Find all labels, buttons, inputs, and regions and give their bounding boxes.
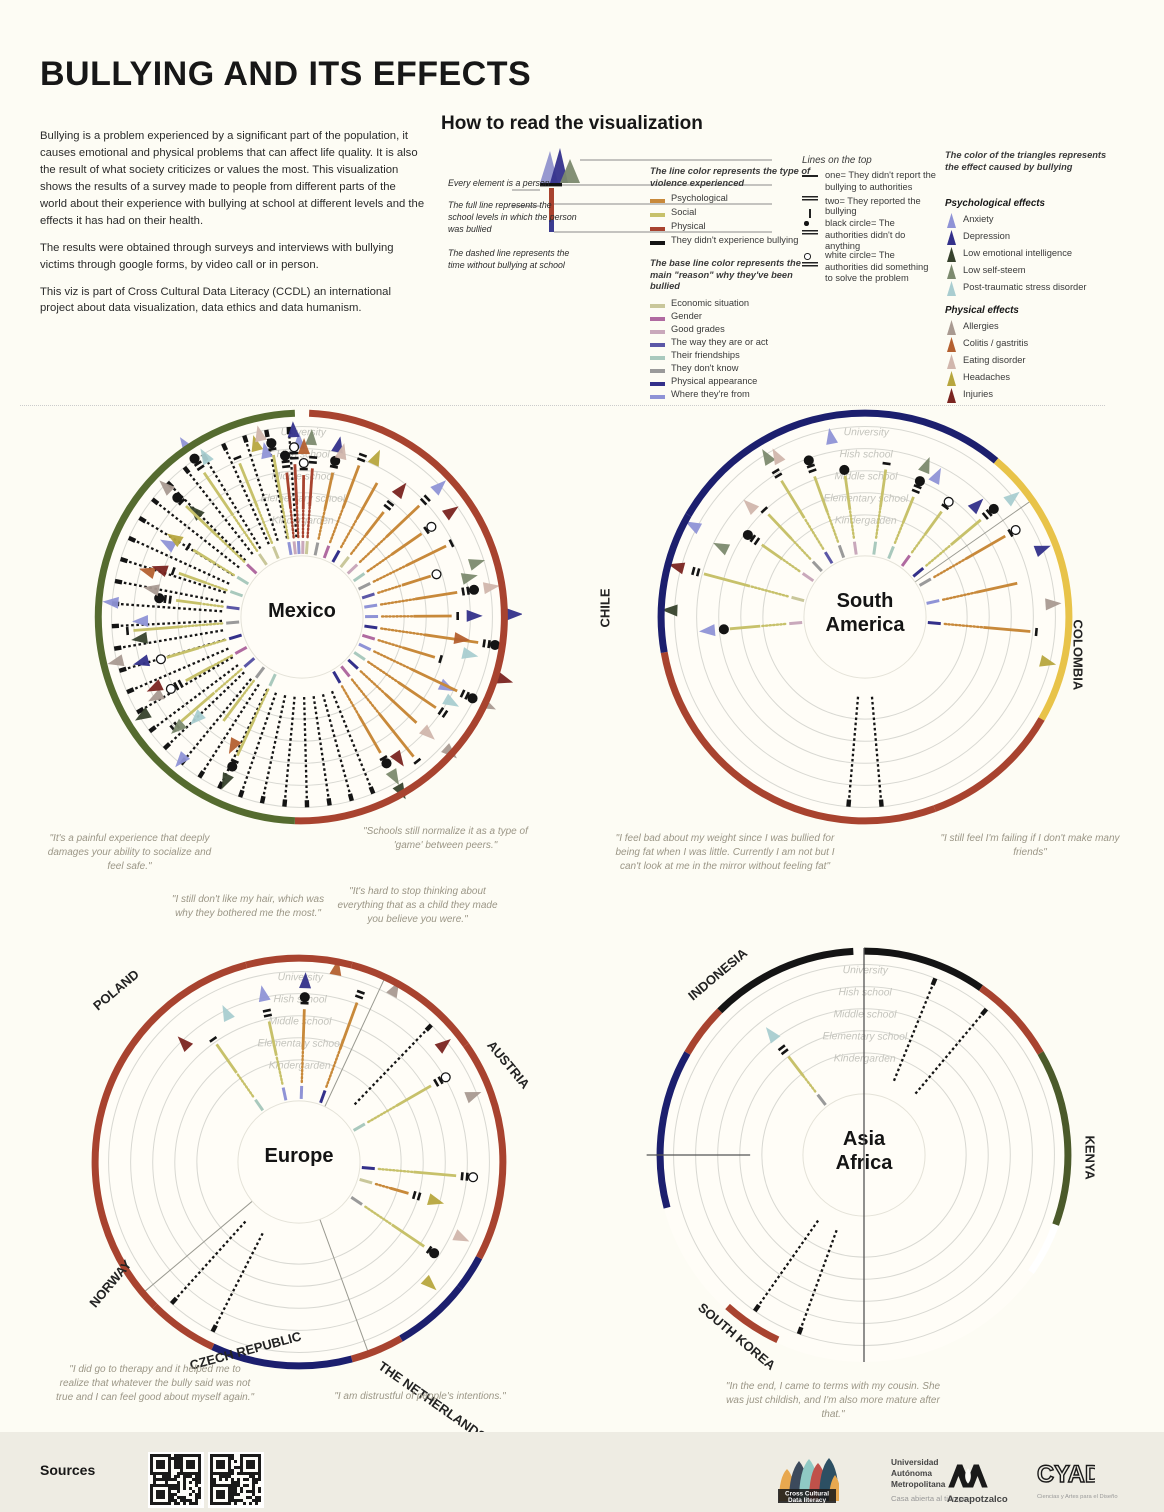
svg-text:Kindergarden: Kindergarden: [835, 515, 897, 526]
svg-text:South: South: [837, 590, 894, 612]
svg-text:Elementary school: Elementary school: [823, 493, 908, 505]
svg-text:America: America: [826, 614, 906, 636]
svg-text:University: University: [843, 965, 889, 976]
svg-text:Elementary school: Elementary school: [257, 1038, 342, 1050]
svg-text:CYAD: CYAD: [1037, 1462, 1095, 1488]
svg-text:University: University: [844, 427, 890, 438]
svg-text:Hish school: Hish school: [838, 987, 892, 998]
svg-text:Hish school: Hish school: [839, 449, 893, 460]
svg-text:Kindergarden: Kindergarden: [834, 1053, 896, 1064]
svg-text:Europe: Europe: [265, 1145, 334, 1167]
svg-text:Middle school: Middle school: [833, 1009, 897, 1020]
svg-text:Middle school: Middle school: [268, 1016, 332, 1027]
svg-text:University: University: [278, 972, 324, 983]
svg-text:Data literacy: Data literacy: [788, 1497, 826, 1503]
svg-text:Mexico: Mexico: [268, 600, 336, 622]
svg-text:Elementary school: Elementary school: [822, 1031, 907, 1043]
